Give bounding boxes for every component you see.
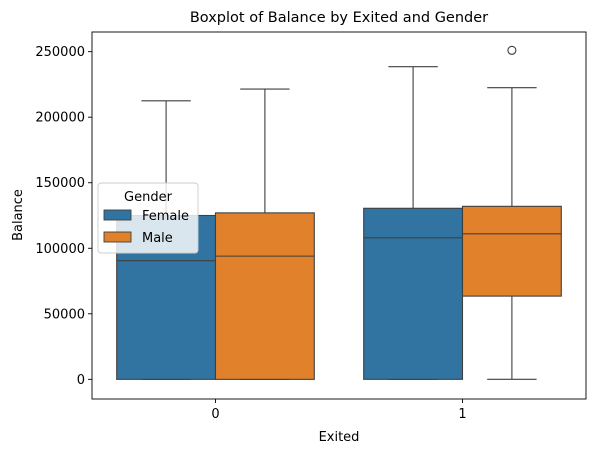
- legend-title: Gender: [124, 190, 173, 205]
- chart-title: Boxplot of Balance by Exited and Gender: [190, 10, 488, 26]
- y-tick-label-50000: 50000: [44, 307, 85, 322]
- box-male-0: [214, 212, 315, 380]
- outlier-male-1-0: [507, 45, 517, 55]
- plot-frame: [91, 31, 587, 400]
- box-male-1: [461, 205, 562, 297]
- legend: Gender Female Male: [97, 182, 199, 254]
- box-female-1: [363, 207, 464, 380]
- y-tick-label-200000: 200000: [35, 111, 85, 126]
- legend-label-female: Female: [142, 209, 189, 224]
- y-tick-label-150000: 150000: [35, 176, 85, 191]
- y-tick-label-100000: 100000: [35, 242, 85, 257]
- y-tick-label-0: 0: [77, 373, 85, 388]
- y-axis-label: Balance: [11, 189, 26, 241]
- legend-swatch-male: [103, 231, 132, 243]
- legend-swatch-female: [103, 209, 132, 221]
- x-tick-label-1: 1: [458, 407, 466, 422]
- y-tick-label-250000: 250000: [35, 45, 85, 60]
- x-axis-label: Exited: [319, 430, 360, 445]
- x-tick-label-0: 0: [211, 407, 219, 422]
- legend-label-male: Male: [142, 231, 173, 246]
